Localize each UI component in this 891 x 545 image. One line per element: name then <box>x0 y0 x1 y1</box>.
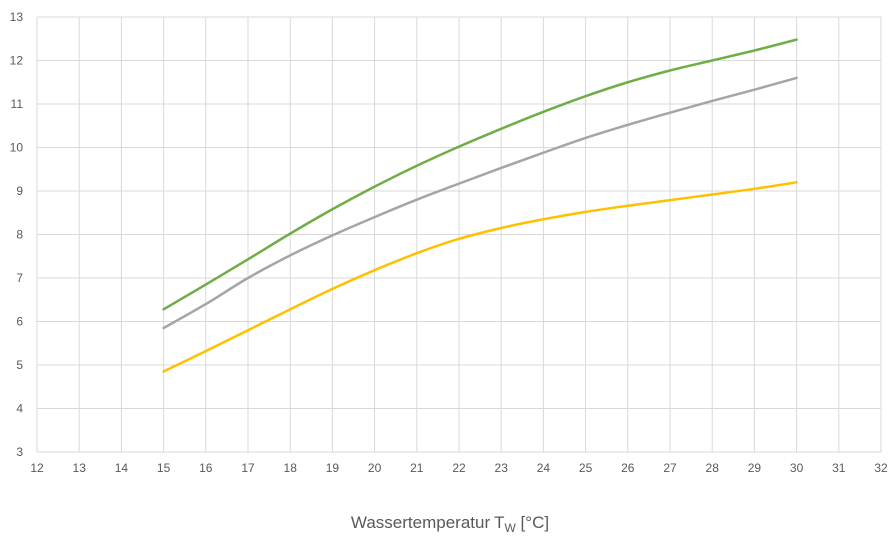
x-tick-label: 12 <box>30 461 44 475</box>
x-tick-label: 30 <box>790 461 804 475</box>
x-tick-label: 25 <box>579 461 593 475</box>
x-tick-label: 15 <box>157 461 171 475</box>
y-tick-label: 10 <box>10 141 24 155</box>
y-axis-ticks: 3 4 5 6 7 8 9 10 11 12 13 <box>10 10 24 459</box>
y-tick-label: 11 <box>11 97 24 111</box>
x-tick-label: 13 <box>73 461 87 475</box>
y-tick-label: 13 <box>10 10 24 24</box>
x-tick-label: 26 <box>621 461 635 475</box>
y-tick-label: 12 <box>10 54 24 68</box>
y-tick-label: 3 <box>16 445 23 459</box>
y-tick-label: 4 <box>16 402 23 416</box>
x-tick-label: 28 <box>706 461 720 475</box>
series-line-2 <box>162 76 798 330</box>
x-tick-label: 32 <box>874 461 888 475</box>
x-tick-label: 17 <box>241 461 255 475</box>
x-axis-ticks: 12 13 14 15 16 17 18 19 20 21 22 23 24 25 26 27 28 29 30 31… <box>30 461 888 475</box>
x-tick-label: 29 <box>748 461 762 475</box>
series-group <box>162 38 798 373</box>
y-tick-label: 8 <box>16 228 23 242</box>
x-axis-label-main: Wassertemperatur <box>351 513 491 532</box>
x-tick-label: 19 <box>326 461 340 475</box>
x-tick-label: 21 <box>410 461 424 475</box>
x-tick-label: 27 <box>663 461 677 475</box>
x-axis-label: Wassertemperatur TW [°C] <box>351 513 549 535</box>
y-tick-label: 5 <box>16 358 23 372</box>
x-tick-label: 20 <box>368 461 382 475</box>
x-tick-label: 14 <box>115 461 129 475</box>
x-axis-label-unit: [°C] <box>516 513 549 532</box>
x-tick-label: 16 <box>199 461 213 475</box>
x-axis-label-subscript: W <box>505 521 517 535</box>
x-tick-label: 24 <box>537 461 551 475</box>
x-axis-label-t: T <box>494 513 504 532</box>
y-tick-label: 6 <box>16 315 23 329</box>
x-tick-label: 18 <box>284 461 298 475</box>
y-tick-label: 9 <box>16 184 23 198</box>
series-line-3 <box>162 181 798 373</box>
x-tick-label: 22 <box>452 461 466 475</box>
series-line-1 <box>162 38 798 311</box>
x-tick-label: 31 <box>832 461 846 475</box>
x-tick-label: 23 <box>495 461 509 475</box>
y-tick-label: 7 <box>16 271 23 285</box>
